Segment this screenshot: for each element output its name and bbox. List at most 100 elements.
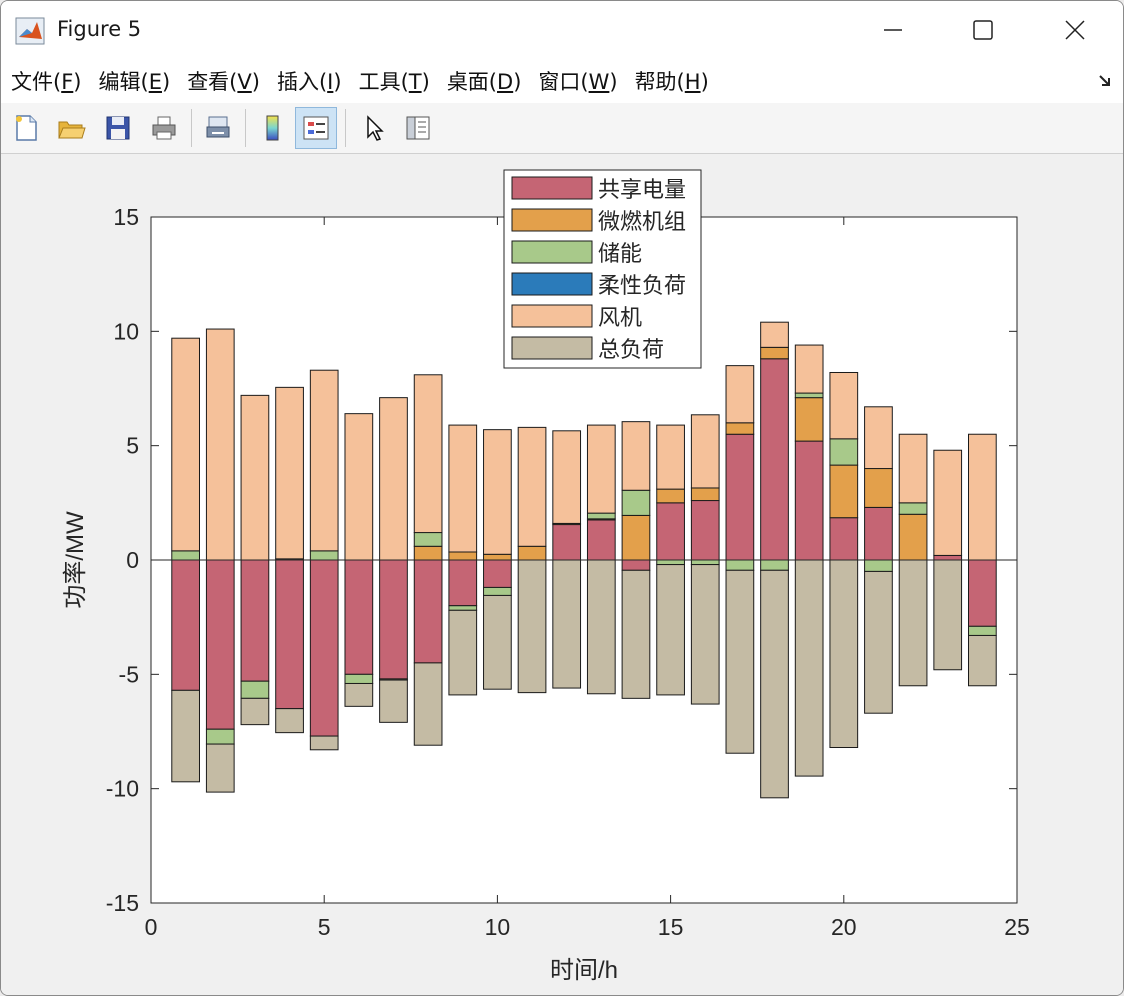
menu-file[interactable]: 文件(F) [11,70,82,94]
bar-segment [690,414,720,489]
bar-segment [448,605,478,611]
y-tick-label: -10 [106,776,139,802]
bar-segment [794,559,824,777]
menu-view[interactable]: 查看(V) [187,70,260,94]
bar-segment [344,559,374,675]
x-tick-label: 0 [145,914,158,940]
bar-segment [483,429,512,555]
menu-window[interactable]: 窗口(W) [538,70,618,94]
bar-segment [379,397,408,561]
bar-segment [344,673,374,684]
dock-arrow-icon[interactable] [1097,73,1113,89]
bar-segment [621,569,651,699]
y-tick-label: 5 [126,433,139,459]
bar-segment [309,559,339,737]
minimize-button[interactable] [847,1,939,59]
bar-segment [864,559,893,572]
new-figure-button[interactable] [5,107,47,149]
bar-segment [864,570,893,714]
y-tick-label: -5 [119,661,139,687]
bar-segment [517,426,547,547]
toolbar [1,103,1123,154]
x-tick-label: 5 [318,914,331,940]
bar-segment [309,369,339,552]
bar-segment [309,735,339,751]
x-tick-label: 25 [1004,914,1030,940]
bar-segment [240,559,270,682]
legend-button[interactable] [295,107,337,149]
bar-segment [448,551,478,561]
colorbar-icon [266,115,279,141]
bar-segment [898,559,928,687]
bar-segment [864,506,893,561]
bar-segment [205,728,235,745]
colorbar-button[interactable] [251,107,293,149]
y-tick-label: -15 [106,890,139,916]
bar-segment [413,374,443,534]
y-tick-label: 10 [113,318,139,344]
legend-label: 柔性负荷 [598,273,686,298]
legend-swatch [511,336,593,360]
legend-box [503,169,702,369]
menu-insert[interactable]: 插入(I) [276,70,342,94]
legend-label: 风机 [598,305,642,330]
bar-segment [275,708,304,734]
link-plot-button[interactable] [197,107,239,149]
menu-tools[interactable]: 工具(T) [358,70,430,94]
bar-segment [517,545,547,561]
bar-segment [794,397,824,442]
open-file-icon [58,121,86,139]
close-button[interactable] [1029,1,1121,59]
legend-swatch [511,208,593,232]
bar-segment [690,564,720,705]
bar-segment [171,550,200,561]
new-figure-icon [16,115,37,141]
bar-segment [275,386,304,560]
bar-segment [829,438,859,466]
bar-segment [344,682,374,707]
legend-swatch [511,272,593,296]
bar-segment [240,697,270,726]
axis-ticks: 0 5 10 15 20 25 -15 -10 -5 0 5 10 15 [106,204,1030,940]
bar-segment [483,553,512,561]
bar-segment [483,594,512,690]
bar-segment [586,559,616,695]
bar-segment [933,554,963,561]
x-tick-label: 20 [831,914,857,940]
bar-segment [621,559,651,571]
save-icon [106,116,130,140]
menu-edit[interactable]: 编辑(E) [98,70,171,94]
print-button[interactable] [143,107,185,149]
bar-segment [205,328,235,561]
bar-segment [483,559,512,588]
save-button[interactable] [97,107,139,149]
bar-segment [586,519,616,561]
bar-segment [690,559,720,566]
close-icon [1065,20,1085,40]
bar-segment [171,689,200,783]
bar-segment [829,559,859,749]
bar-segment [205,743,235,793]
legend-swatch [511,176,593,200]
bar-segment [656,424,685,490]
x-axis-label: 时间/h [550,957,618,984]
bar-segment [690,487,720,502]
menu-desktop[interactable]: 桌面(D) [446,70,522,94]
bar-segment [448,559,478,607]
bar-segment [864,468,893,508]
legend-icon [303,116,329,140]
bar-segment [968,433,997,561]
open-file-button[interactable] [50,107,92,149]
property-inspector-button[interactable] [397,107,439,149]
bar-segment [760,358,789,561]
bar-segment [760,346,789,360]
maximize-button[interactable] [937,1,1029,59]
bar-segment [968,625,997,636]
legend-swatch [511,240,593,264]
bar-segment [760,559,789,571]
pointer-button[interactable] [353,107,395,149]
menu-help[interactable]: 帮助(H) [634,70,709,94]
bar-segment [725,559,755,571]
bar-segment [621,514,651,561]
